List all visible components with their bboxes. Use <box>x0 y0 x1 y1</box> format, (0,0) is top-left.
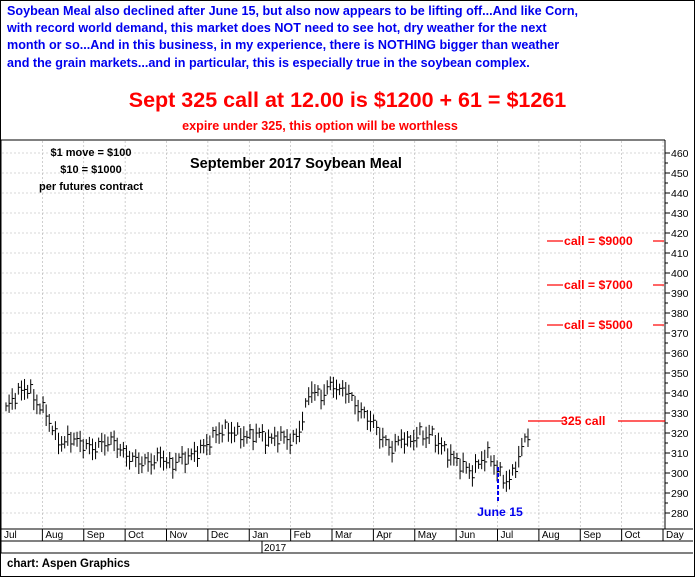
commentary-text: Soybean Meal also declined after June 15… <box>7 3 691 72</box>
x-tick-label: Oct <box>625 530 641 541</box>
x-tick-label: Aug <box>542 530 560 541</box>
note-per-contract: per futures contract <box>39 181 143 193</box>
x-tick-label: Jul <box>4 530 17 541</box>
y-tick-label: 340 <box>671 388 689 400</box>
x-tick-label: Day <box>666 530 684 541</box>
x-tick-label: Mar <box>335 530 353 541</box>
june-15-marker: June 15 <box>477 467 523 519</box>
option-headline: Sept 325 call at 12.00 is $1200 + 61 = $… <box>128 88 567 112</box>
x-tick-label: Apr <box>376 530 392 541</box>
x-tick-label: Dec <box>211 530 229 541</box>
x-axis: Jul Aug Sep Oct Nov Dec Jan Feb Mar Apr May Jun Jul A… <box>0 529 684 553</box>
y-tick-label: 300 <box>671 468 689 480</box>
y-tick-label: 320 <box>671 428 689 440</box>
y-tick-label: 400 <box>671 268 689 280</box>
y-tick-label: 420 <box>671 228 689 240</box>
annotation-label: call = $9000 <box>564 234 633 248</box>
marker-label: June 15 <box>477 505 523 519</box>
y-tick-label: 450 <box>671 168 689 180</box>
chart-credit: chart: Aspen Graphics <box>7 558 130 570</box>
commentary-line: with record world demand, this market do… <box>7 21 547 36</box>
y-tick-label: 310 <box>671 448 689 460</box>
chart-grid <box>2 141 665 528</box>
x-tick-label: Sep <box>583 530 601 541</box>
note-dollar-per-point: $1 move = $100 <box>50 147 131 159</box>
y-tick-label: 370 <box>671 328 689 340</box>
y-tick-label: 280 <box>671 508 689 520</box>
annotation-label: call = $7000 <box>564 278 633 292</box>
commentary-line: and the grain markets...and in particula… <box>7 55 530 70</box>
y-tick-label: 440 <box>671 188 689 200</box>
call-annotations: call = $9000 call = $7000 call = $5000 325 … <box>528 234 665 428</box>
x-tick-label: Aug <box>45 530 63 541</box>
y-tick-label: 330 <box>671 408 689 420</box>
x-tick-label: Jan <box>252 530 268 541</box>
y-tick-label: 380 <box>671 308 689 320</box>
y-axis: 280 290 300 310 320 330 340 350 360 370 380 390 400 4… <box>665 148 689 520</box>
y-tick-label: 430 <box>671 208 689 220</box>
chart-title: September 2017 Soybean Meal <box>190 156 402 172</box>
x-tick-label: Sep <box>87 530 105 541</box>
y-tick-label: 460 <box>671 148 689 160</box>
note-ten-dollars: $10 = $1000 <box>60 164 121 176</box>
x-tick-label: May <box>418 530 437 541</box>
x-tick-label: Oct <box>128 530 144 541</box>
annotation-label: call = $5000 <box>564 318 633 332</box>
x-tick-label: Feb <box>294 530 312 541</box>
price-bars <box>5 376 531 492</box>
x-tick-label: Jul <box>501 530 514 541</box>
option-subline: expire under 325, this option will be wo… <box>182 119 458 133</box>
commentary-line: month or so...And in this business, in m… <box>7 38 560 53</box>
y-tick-label: 290 <box>671 488 689 500</box>
annotation-label: 325 call <box>561 414 605 428</box>
y-tick-label: 360 <box>671 348 689 360</box>
y-tick-label: 390 <box>671 288 689 300</box>
x-tick-label: Jun <box>459 530 475 541</box>
x-tick-label: Nov <box>170 530 188 541</box>
year-label: 2017 <box>264 543 287 554</box>
commentary-line: Soybean Meal also declined after June 15… <box>7 4 579 18</box>
y-tick-label: 410 <box>671 248 689 260</box>
y-tick-label: 350 <box>671 368 689 380</box>
